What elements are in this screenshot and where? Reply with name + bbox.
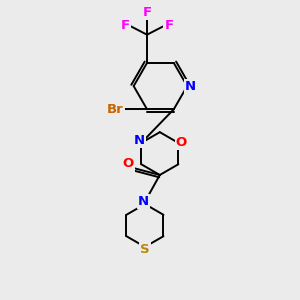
Text: Br: Br (107, 103, 124, 116)
Text: F: F (121, 19, 130, 32)
Text: F: F (142, 6, 152, 19)
Text: O: O (122, 158, 134, 170)
Text: F: F (164, 19, 174, 32)
Text: O: O (176, 136, 187, 149)
Text: N: N (184, 80, 196, 93)
Text: N: N (138, 195, 149, 208)
Text: N: N (134, 134, 146, 147)
Text: S: S (140, 243, 150, 256)
